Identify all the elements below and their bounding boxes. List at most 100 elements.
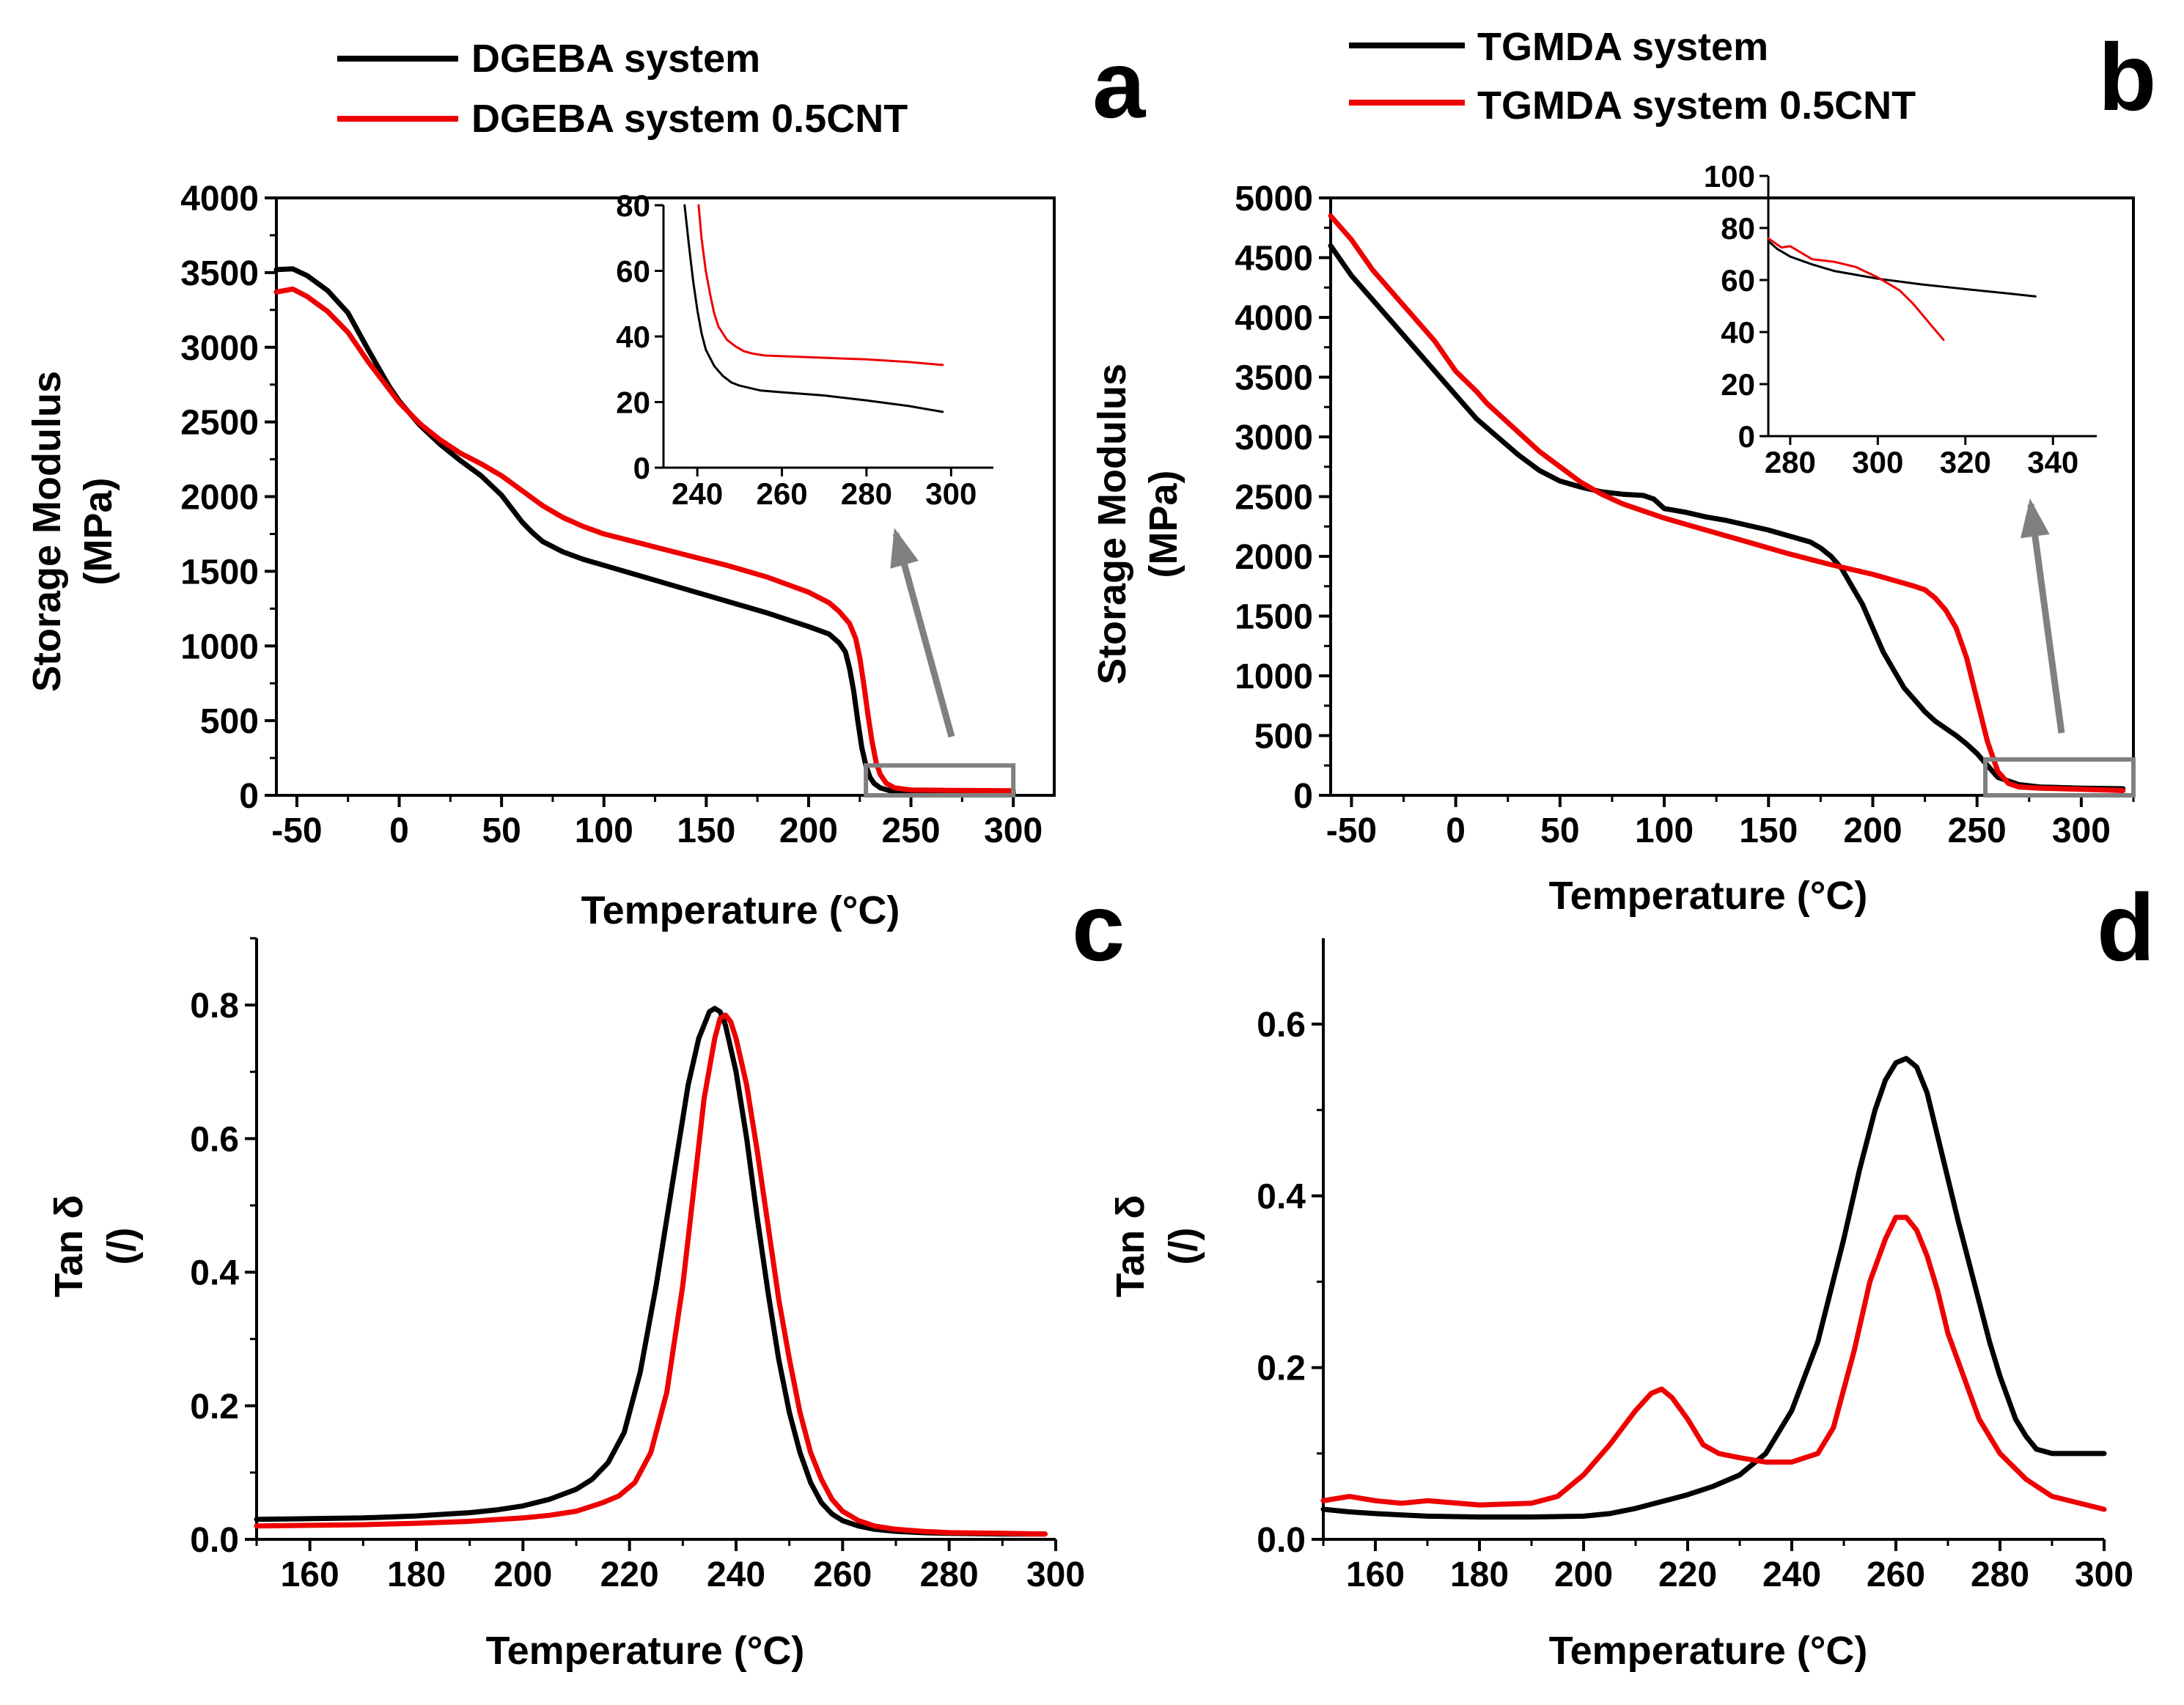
inset-b-series-red-line <box>1767 237 1945 342</box>
chart-b-x-tick-label: 300 <box>2052 811 2111 850</box>
legend-label-tgmda: TGMDA system <box>1477 25 1768 69</box>
chart-b-zoom-box <box>1983 757 2136 798</box>
y-axis-label-b-line1: Storage Modulus <box>1090 364 1134 685</box>
chart-a-x-tick-label: 200 <box>779 811 838 850</box>
chart-d-y-tick-label: 0.4 <box>1257 1177 1306 1216</box>
y-axis-label-d-line2: (/) <box>1161 1228 1205 1265</box>
zoom-arrow-b <box>2027 504 2065 734</box>
inset-a: 240 260 280 300 0 20 40 60 80 <box>616 188 993 511</box>
legend-label-dgeba-cnt: DGEBA system 0.5CNT <box>471 97 908 141</box>
inset-a-y-tick-label: 80 <box>616 188 650 223</box>
chart-c-series-red-line <box>254 1012 1048 1537</box>
plot-d: 160 180 200 220 240 260 280 300 0.0 0.2 0.4 0.6 <box>1257 938 2133 1594</box>
chart-b-y-tick-label: 0 <box>1293 777 1313 816</box>
inset-b-y-tick-label: 60 <box>1721 263 1755 298</box>
chart-b-x-tick-label: 150 <box>1739 811 1798 850</box>
chart-a-x-tick-label: 300 <box>984 811 1043 850</box>
chart-d-x-tick-label: 180 <box>1450 1555 1509 1594</box>
inset-a-y-tick-label: 20 <box>616 386 650 420</box>
chart-a-x-tick-label: 0 <box>389 811 409 850</box>
inset-b-y-tick-label: 20 <box>1721 367 1755 402</box>
zoom-arrow-a-head <box>890 528 919 569</box>
chart-d-x-tick-label: 200 <box>1554 1555 1613 1594</box>
inset-b-y-tick-label: 80 <box>1721 211 1755 246</box>
chart-c-x-tick-label: 280 <box>920 1555 979 1594</box>
panel-label-a: a <box>1092 31 1147 138</box>
chart-b-y-tick-label: 1500 <box>1235 598 1313 637</box>
chart-b-series-black-line <box>1328 243 2126 792</box>
x-axis-label-b: Temperature (°C) <box>1549 874 1868 918</box>
chart-a-zoom-box <box>864 763 1016 798</box>
chart-c-x-tick-label: 220 <box>600 1555 659 1594</box>
chart-a-y-tick-label: 1500 <box>180 553 259 592</box>
chart-d-x-tick-label: 160 <box>1346 1555 1405 1594</box>
chart-b-x-tick-label: 50 <box>1540 811 1579 850</box>
panel-a: a DGEBA system DGEBA system 0.5CNT Tempe… <box>25 31 1147 932</box>
chart-d-x-tick-label: 300 <box>2075 1555 2133 1594</box>
inset-b-x-tick-label: 300 <box>1852 445 1903 479</box>
y-axis-label-d-line1: Tan δ <box>1108 1195 1152 1297</box>
inset-b-x-tick-label: 280 <box>1765 445 1816 479</box>
chart-c-y-tick-label: 0.0 <box>190 1521 239 1560</box>
chart-a-x-tick-label: 100 <box>575 811 633 850</box>
panel-label-b: b <box>2098 23 2156 130</box>
inset-b-series-black-line <box>1767 240 2037 298</box>
plot-a: -50 0 50 100 150 200 250 3000500100015002000250… <box>180 180 1056 850</box>
legend-label-dgeba: DGEBA system <box>471 37 760 81</box>
inset-a-y-tick-label: 0 <box>633 451 650 485</box>
chart-a-x-tick-label: 50 <box>482 811 521 850</box>
chart-c-x-tick-label: 160 <box>281 1555 339 1594</box>
inset-b-y-tick-label: 100 <box>1704 159 1755 194</box>
inset-b-y-tick-label: 40 <box>1721 315 1755 350</box>
chart-c-y-tick-label: 0.4 <box>190 1254 239 1293</box>
chart-b-x-tick-label: 0 <box>1446 811 1466 850</box>
chart-c-x-tick-label: 200 <box>493 1555 552 1594</box>
chart-b-y-tick-label: 3000 <box>1235 419 1313 457</box>
x-axis-label-a: Temperature (°C) <box>581 888 900 932</box>
chart-a-y-tick-label: 0 <box>239 777 259 816</box>
inset-a-series-black-line <box>683 204 944 413</box>
chart-b-series-red-line <box>1328 213 2126 793</box>
chart-c-x-tick-label: 180 <box>387 1555 446 1594</box>
chart-d-x-tick-label: 240 <box>1762 1555 1821 1594</box>
chart-b-y-tick-label: 4500 <box>1235 240 1313 279</box>
chart-b-x-tick-label: 100 <box>1635 811 1694 850</box>
inset-a-x-tick-label: 260 <box>756 476 807 511</box>
plot-c: 160 180 200 220 240 260 280 300 0.0 0.2 0.4 0.6 0.8 <box>190 937 1085 1594</box>
y-axis-label-c-line1: Tan δ <box>47 1195 91 1297</box>
inset-b: 280 300 320 340 0 20 40 60 80 100 <box>1704 159 2097 479</box>
chart-b-y-tick-label: 2000 <box>1235 538 1313 577</box>
chart-a-y-tick-label: 3500 <box>180 254 259 293</box>
chart-a-y-tick-label: 3000 <box>180 329 259 368</box>
chart-b-y-tick-label: 2500 <box>1235 479 1313 518</box>
chart-a-x-tick-label: 250 <box>882 811 941 850</box>
panel-c: c Temperature (°C) Tan δ (/) 160 180 200 22… <box>47 874 1125 1673</box>
inset-a-series-red-line <box>697 204 944 367</box>
chart-b-y-tick-label: 5000 <box>1235 180 1313 218</box>
chart-a-x-tick-label: 150 <box>677 811 735 850</box>
chart-c-x-tick-label: 260 <box>813 1555 872 1594</box>
chart-c-y-tick-label: 0.2 <box>190 1388 239 1426</box>
plot-b: -50 0 50 100 150 200 250 3000500100015002000250… <box>1235 180 2136 850</box>
chart-b-x-tick-label: 200 <box>1843 811 1902 850</box>
panel-label-c: c <box>1072 874 1125 981</box>
chart-c-series-black-line <box>254 1006 1048 1537</box>
chart-c-y-tick-label: 0.8 <box>190 987 239 1025</box>
chart-d-series-black-line <box>1320 1056 2107 1520</box>
panel-b: b TGMDA system TGMDA system 0.5CNT Tempe… <box>1090 23 2156 918</box>
chart-d-x-tick-label: 220 <box>1658 1555 1717 1594</box>
chart-a-y-tick-label: 2000 <box>180 479 259 518</box>
chart-c-x-tick-label: 240 <box>707 1555 765 1594</box>
chart-c-y-tick-label: 0.6 <box>190 1120 239 1159</box>
x-axis-label-c: Temperature (°C) <box>486 1629 805 1673</box>
chart-b-y-tick-label: 3500 <box>1235 359 1313 398</box>
inset-a-y-tick-label: 60 <box>616 254 650 289</box>
inset-a-x-tick-label: 240 <box>672 476 723 511</box>
chart-a-y-tick-label: 2500 <box>180 404 259 443</box>
chart-d-y-tick-label: 0.6 <box>1257 1006 1306 1045</box>
chart-b-x-tick-label: 250 <box>1948 811 2007 850</box>
zoom-arrow-b-head <box>2021 498 2050 539</box>
chart-a-y-tick-label: 500 <box>200 702 259 741</box>
chart-d-y-tick-label: 0.2 <box>1257 1349 1306 1388</box>
